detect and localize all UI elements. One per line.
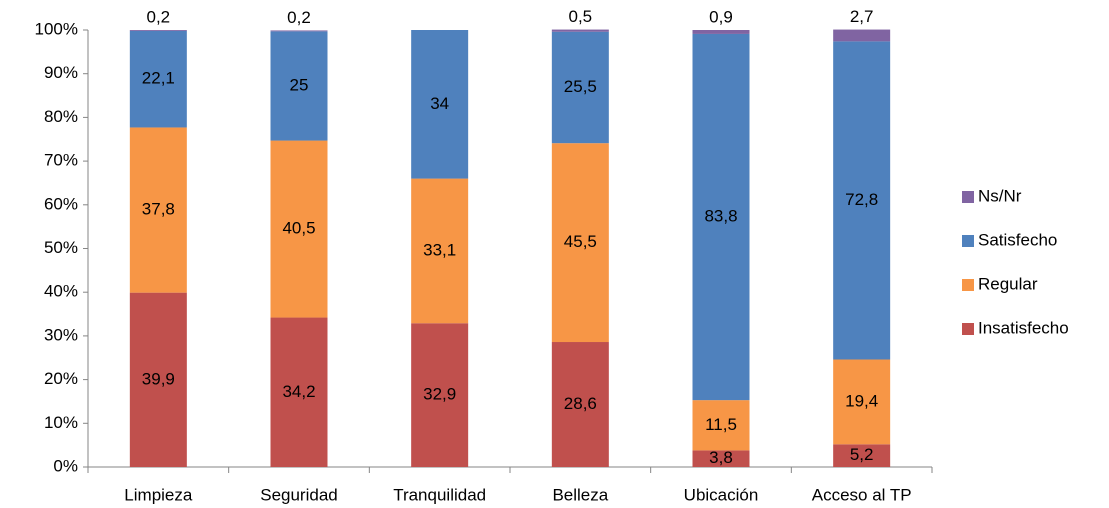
legend-label: Ns/Nr: [978, 186, 1022, 205]
bar-segment: [411, 323, 469, 467]
bar-segment: [129, 127, 187, 293]
bar-segment: [270, 31, 328, 141]
bar-segment: [833, 444, 891, 467]
x-tick-label: Limpieza: [124, 485, 193, 504]
y-tick-label: 0%: [53, 456, 78, 475]
data-label: 32,9: [423, 385, 456, 404]
data-label: 0,2: [147, 7, 171, 26]
bar-segment: [129, 30, 187, 128]
x-tick-label: Belleza: [552, 485, 608, 504]
data-label: 37,8: [142, 200, 175, 219]
y-tick-label: 90%: [44, 63, 78, 82]
data-label: 2,7: [850, 7, 874, 26]
data-label: 0,5: [569, 7, 593, 26]
x-tick-label: Seguridad: [260, 485, 338, 504]
bar-segment: [270, 140, 328, 318]
data-label: 19,4: [845, 391, 878, 410]
legend-label: Satisfecho: [978, 230, 1057, 249]
data-label: 39,9: [142, 369, 175, 388]
y-tick-label: 40%: [44, 282, 78, 301]
bar-segment: [411, 178, 469, 324]
bar-segment: [692, 450, 750, 467]
data-label: 34,2: [282, 382, 315, 401]
y-tick-label: 80%: [44, 107, 78, 126]
x-tick-label: Ubicación: [684, 485, 759, 504]
y-tick-label: 10%: [44, 413, 78, 432]
y-tick-label: 70%: [44, 151, 78, 170]
bar-segment: [551, 29, 609, 32]
y-tick-label: 50%: [44, 238, 78, 257]
data-label: 28,6: [564, 394, 597, 413]
bar-segment: [551, 143, 609, 343]
bar-segment: [129, 292, 187, 467]
bar-segment: [551, 31, 609, 144]
data-label: 40,5: [282, 219, 315, 238]
y-tick-label: 100%: [35, 19, 78, 38]
bar-segment: [270, 30, 328, 32]
bar-segment: [129, 30, 187, 31]
data-label: 25,5: [564, 77, 597, 96]
legend-swatch: [962, 235, 974, 247]
bar-segment: [833, 41, 891, 360]
data-label: 33,1: [423, 240, 456, 259]
bar-segment: [833, 359, 891, 445]
data-label: 0,2: [287, 8, 311, 27]
legend-label: Insatisfecho: [978, 318, 1069, 337]
x-tick-label: Acceso al TP: [812, 485, 912, 504]
bar-segment: [692, 33, 750, 401]
legend-swatch: [962, 191, 974, 203]
bar-segment: [411, 30, 469, 179]
bar-segment: [833, 29, 891, 42]
data-label: 72,8: [845, 190, 878, 209]
data-label: 0,9: [709, 7, 733, 26]
data-label: 5,2: [850, 445, 874, 464]
x-tick-label: Tranquilidad: [393, 485, 486, 504]
bar-segment: [692, 30, 750, 34]
y-tick-label: 60%: [44, 194, 78, 213]
bar-segment: [551, 342, 609, 467]
data-label: 34: [430, 94, 449, 113]
data-label: 25: [290, 75, 309, 94]
data-label: 45,5: [564, 232, 597, 251]
data-label: 11,5: [705, 415, 737, 434]
legend-swatch: [962, 279, 974, 291]
bar-segment: [270, 317, 328, 467]
legend-label: Regular: [978, 274, 1038, 293]
y-tick-label: 20%: [44, 369, 78, 388]
legend-swatch: [962, 323, 974, 335]
data-label: 83,8: [704, 207, 737, 226]
y-tick-label: 30%: [44, 325, 78, 344]
data-label: 22,1: [142, 69, 175, 88]
bar-segment: [692, 400, 750, 451]
data-label: 3,8: [709, 448, 733, 467]
